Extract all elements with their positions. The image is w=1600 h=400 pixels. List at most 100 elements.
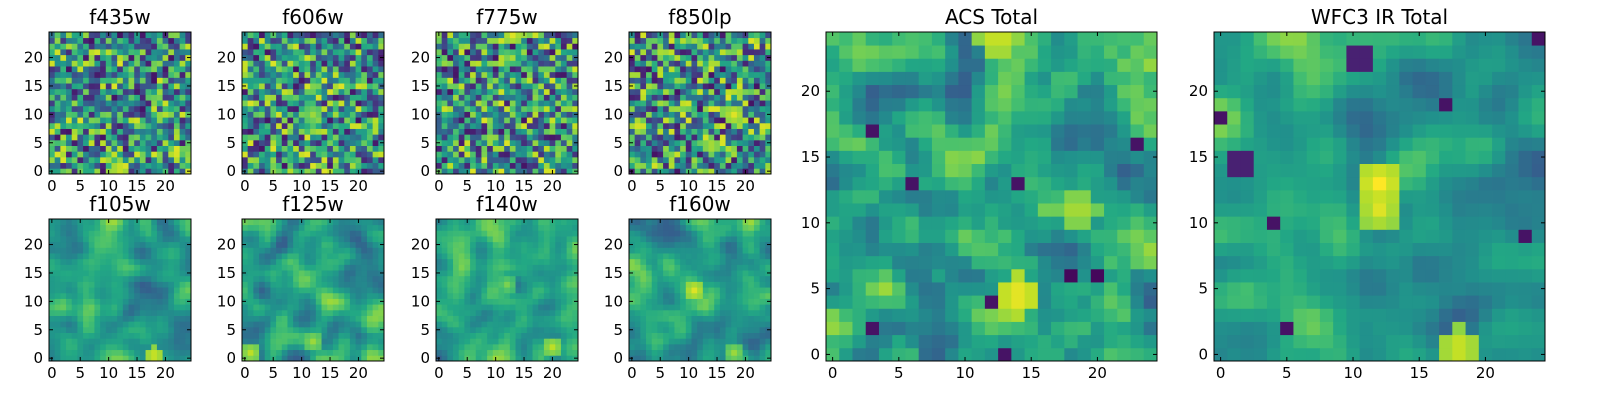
heatmap-cell bbox=[253, 298, 260, 305]
heatmap-cell bbox=[168, 338, 175, 345]
heatmap-cell bbox=[83, 100, 90, 107]
heatmap-cell bbox=[447, 224, 454, 231]
y-tick-label: 0 bbox=[226, 349, 236, 367]
heatmap-cell bbox=[134, 122, 141, 129]
heatmap-cell bbox=[680, 94, 687, 101]
heatmap-cell bbox=[361, 253, 368, 260]
heatmap-cell bbox=[668, 100, 675, 107]
heatmap-cell bbox=[378, 60, 385, 67]
heatmap-cell bbox=[247, 162, 254, 169]
heatmap-cell bbox=[349, 224, 356, 231]
heatmap-cell bbox=[111, 32, 118, 39]
heatmap-cell bbox=[270, 315, 277, 322]
heatmap-cell bbox=[66, 355, 73, 362]
heatmap-cell bbox=[173, 241, 181, 248]
heatmap-cell bbox=[179, 151, 186, 158]
heatmap-cell bbox=[572, 37, 579, 44]
heatmap-cell bbox=[458, 309, 465, 316]
heatmap-cell bbox=[247, 168, 254, 175]
y-tick-label: 15 bbox=[24, 77, 43, 95]
heatmap-cell bbox=[179, 326, 186, 333]
heatmap-cell bbox=[441, 60, 448, 67]
heatmap-cell bbox=[242, 49, 249, 56]
heatmap-cell bbox=[71, 326, 78, 333]
heatmap-cell bbox=[475, 264, 482, 271]
heatmap-cell bbox=[276, 264, 283, 271]
heatmap-cell bbox=[663, 37, 670, 44]
heatmap-cell bbox=[287, 156, 294, 164]
heatmap-cell bbox=[253, 219, 260, 226]
heatmap-cell bbox=[668, 349, 675, 356]
heatmap-cell bbox=[475, 168, 482, 175]
heatmap-cell bbox=[100, 128, 107, 135]
heatmap-cell bbox=[436, 287, 443, 294]
heatmap-cell bbox=[49, 224, 56, 231]
panel-title: f775w bbox=[476, 5, 538, 29]
heatmap-cell bbox=[105, 139, 112, 146]
heatmap-cell bbox=[327, 139, 334, 146]
heatmap-cell bbox=[725, 151, 732, 158]
heatmap-cell bbox=[54, 100, 61, 107]
heatmap-cell bbox=[264, 224, 271, 231]
heatmap-cell bbox=[83, 49, 90, 56]
heatmap-cell bbox=[657, 37, 664, 44]
heatmap-cell bbox=[725, 298, 732, 305]
heatmap-cell bbox=[332, 151, 339, 158]
heatmap-cell bbox=[128, 162, 135, 169]
heatmap-cell bbox=[122, 247, 129, 254]
heatmap-cell bbox=[538, 309, 545, 316]
heatmap-cell bbox=[532, 343, 539, 351]
heatmap-cell bbox=[60, 71, 67, 78]
heatmap-cell bbox=[298, 241, 305, 248]
heatmap-cell bbox=[555, 287, 562, 294]
heatmap-cell bbox=[566, 304, 573, 311]
heatmap-cell bbox=[264, 117, 271, 124]
heatmap-cell bbox=[509, 145, 516, 152]
heatmap-cell bbox=[49, 122, 56, 129]
heatmap-cell bbox=[156, 292, 163, 299]
heatmap-cell bbox=[543, 43, 550, 50]
heatmap-cell bbox=[156, 315, 163, 322]
heatmap-cell bbox=[349, 168, 356, 175]
heatmap-cell bbox=[447, 275, 454, 282]
heatmap-cell bbox=[640, 281, 647, 288]
heatmap-cell bbox=[139, 258, 146, 265]
heatmap-cell bbox=[498, 134, 505, 141]
heatmap-cell bbox=[77, 49, 84, 56]
heatmap-cell bbox=[247, 321, 254, 328]
heatmap-cell bbox=[185, 236, 192, 243]
heatmap-cell bbox=[481, 253, 488, 260]
heatmap-cell bbox=[685, 88, 692, 95]
heatmap-cell bbox=[742, 111, 749, 118]
heatmap-cell bbox=[504, 162, 511, 169]
heatmap-cell bbox=[731, 287, 738, 294]
heatmap-cell bbox=[139, 298, 146, 305]
heatmap-cell bbox=[287, 43, 294, 50]
heatmap-cell bbox=[168, 83, 175, 90]
heatmap-cell bbox=[719, 122, 726, 129]
heatmap-cell bbox=[470, 100, 477, 107]
heatmap-cell bbox=[156, 281, 163, 288]
heatmap-cell bbox=[759, 145, 766, 152]
heatmap-cell bbox=[88, 315, 95, 322]
heatmap-cell bbox=[66, 49, 73, 56]
heatmap-cell bbox=[344, 54, 351, 61]
heatmap-cell bbox=[270, 275, 277, 282]
heatmap-cell bbox=[83, 315, 90, 322]
heatmap-cell bbox=[498, 162, 505, 169]
heatmap-cell bbox=[651, 315, 658, 322]
heatmap-cell bbox=[719, 309, 726, 316]
heatmap-cell bbox=[521, 156, 528, 164]
heatmap-cell bbox=[691, 151, 698, 158]
heatmap-cell bbox=[276, 287, 283, 294]
heatmap-cell bbox=[77, 247, 84, 254]
panel-title: f850lp bbox=[668, 5, 731, 29]
heatmap-cell bbox=[702, 43, 709, 50]
heatmap-cell bbox=[60, 37, 67, 44]
heatmap-cell bbox=[259, 100, 266, 107]
heatmap-cell bbox=[458, 37, 465, 44]
heatmap-cell bbox=[253, 77, 260, 84]
heatmap-cell bbox=[71, 83, 78, 90]
heatmap-cell bbox=[276, 128, 283, 135]
heatmap-cell bbox=[366, 236, 374, 243]
